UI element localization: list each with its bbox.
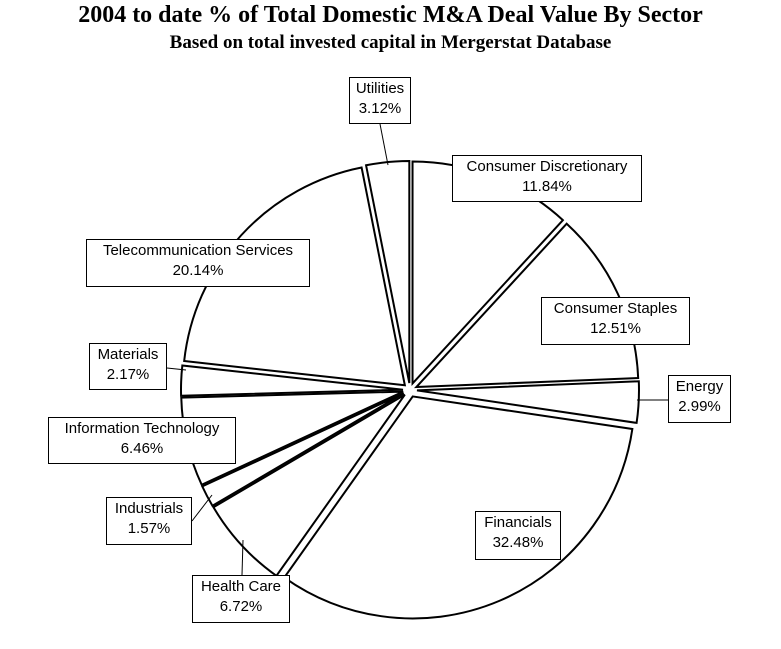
data-label: Energy 2.99% (668, 375, 731, 423)
slice-value: 1.57% (127, 520, 171, 537)
slice-value: 2.99% (678, 398, 721, 415)
data-label: Financials 32.48% (475, 511, 561, 560)
pie-slice-financials (282, 395, 634, 620)
pie-slice-materials (180, 364, 404, 397)
slice-label: Consumer Discretionary (466, 158, 628, 175)
slice-label: Financials (484, 514, 552, 531)
slice-label: Information Technology (64, 420, 220, 437)
data-label: Information Technology 6.46% (48, 417, 236, 464)
slice-value: 2.17% (106, 366, 150, 383)
slice-label: Materials (97, 346, 159, 363)
leader-line (379, 123, 389, 166)
leader-line (166, 367, 187, 371)
slice-label: Consumer Staples (553, 300, 678, 317)
slice-value: 12.51% (590, 320, 641, 337)
chart-title: 2004 to date % of Total Domestic M&A Dea… (78, 2, 703, 28)
pie-slice-consumer-staples (413, 222, 640, 389)
leader-line (191, 494, 213, 522)
pie-slice-industrials (200, 392, 405, 508)
data-label: Industrials 1.57% (106, 497, 192, 545)
slice-label: Telecommunication Services (102, 242, 294, 259)
data-label: Utilities 3.12% (349, 77, 411, 124)
chart-subtitle: Based on total invested capital in Merge… (169, 32, 612, 53)
data-label: Health Care 6.72% (192, 575, 290, 623)
slice-value: 3.12% (358, 100, 402, 117)
slice-value: 11.84% (522, 178, 572, 195)
data-label: Consumer Staples 12.51% (541, 297, 690, 345)
slice-label: Energy (675, 378, 724, 395)
pie-slice-energy (416, 380, 640, 425)
slice-value: 6.46% (120, 440, 164, 457)
slice-value: 32.48% (492, 534, 544, 551)
slice-label: Health Care (200, 578, 282, 595)
data-label: Materials 2.17% (89, 343, 167, 390)
leader-line (241, 539, 244, 576)
slice-value: 6.72% (219, 598, 263, 615)
data-label: Telecommunication Services 20.14% (86, 239, 310, 287)
data-label: Consumer Discretionary 11.84% (452, 155, 642, 202)
slice-label: Industrials (114, 500, 184, 517)
slice-label: Utilities (355, 80, 405, 97)
slice-value: 20.14% (172, 262, 224, 279)
